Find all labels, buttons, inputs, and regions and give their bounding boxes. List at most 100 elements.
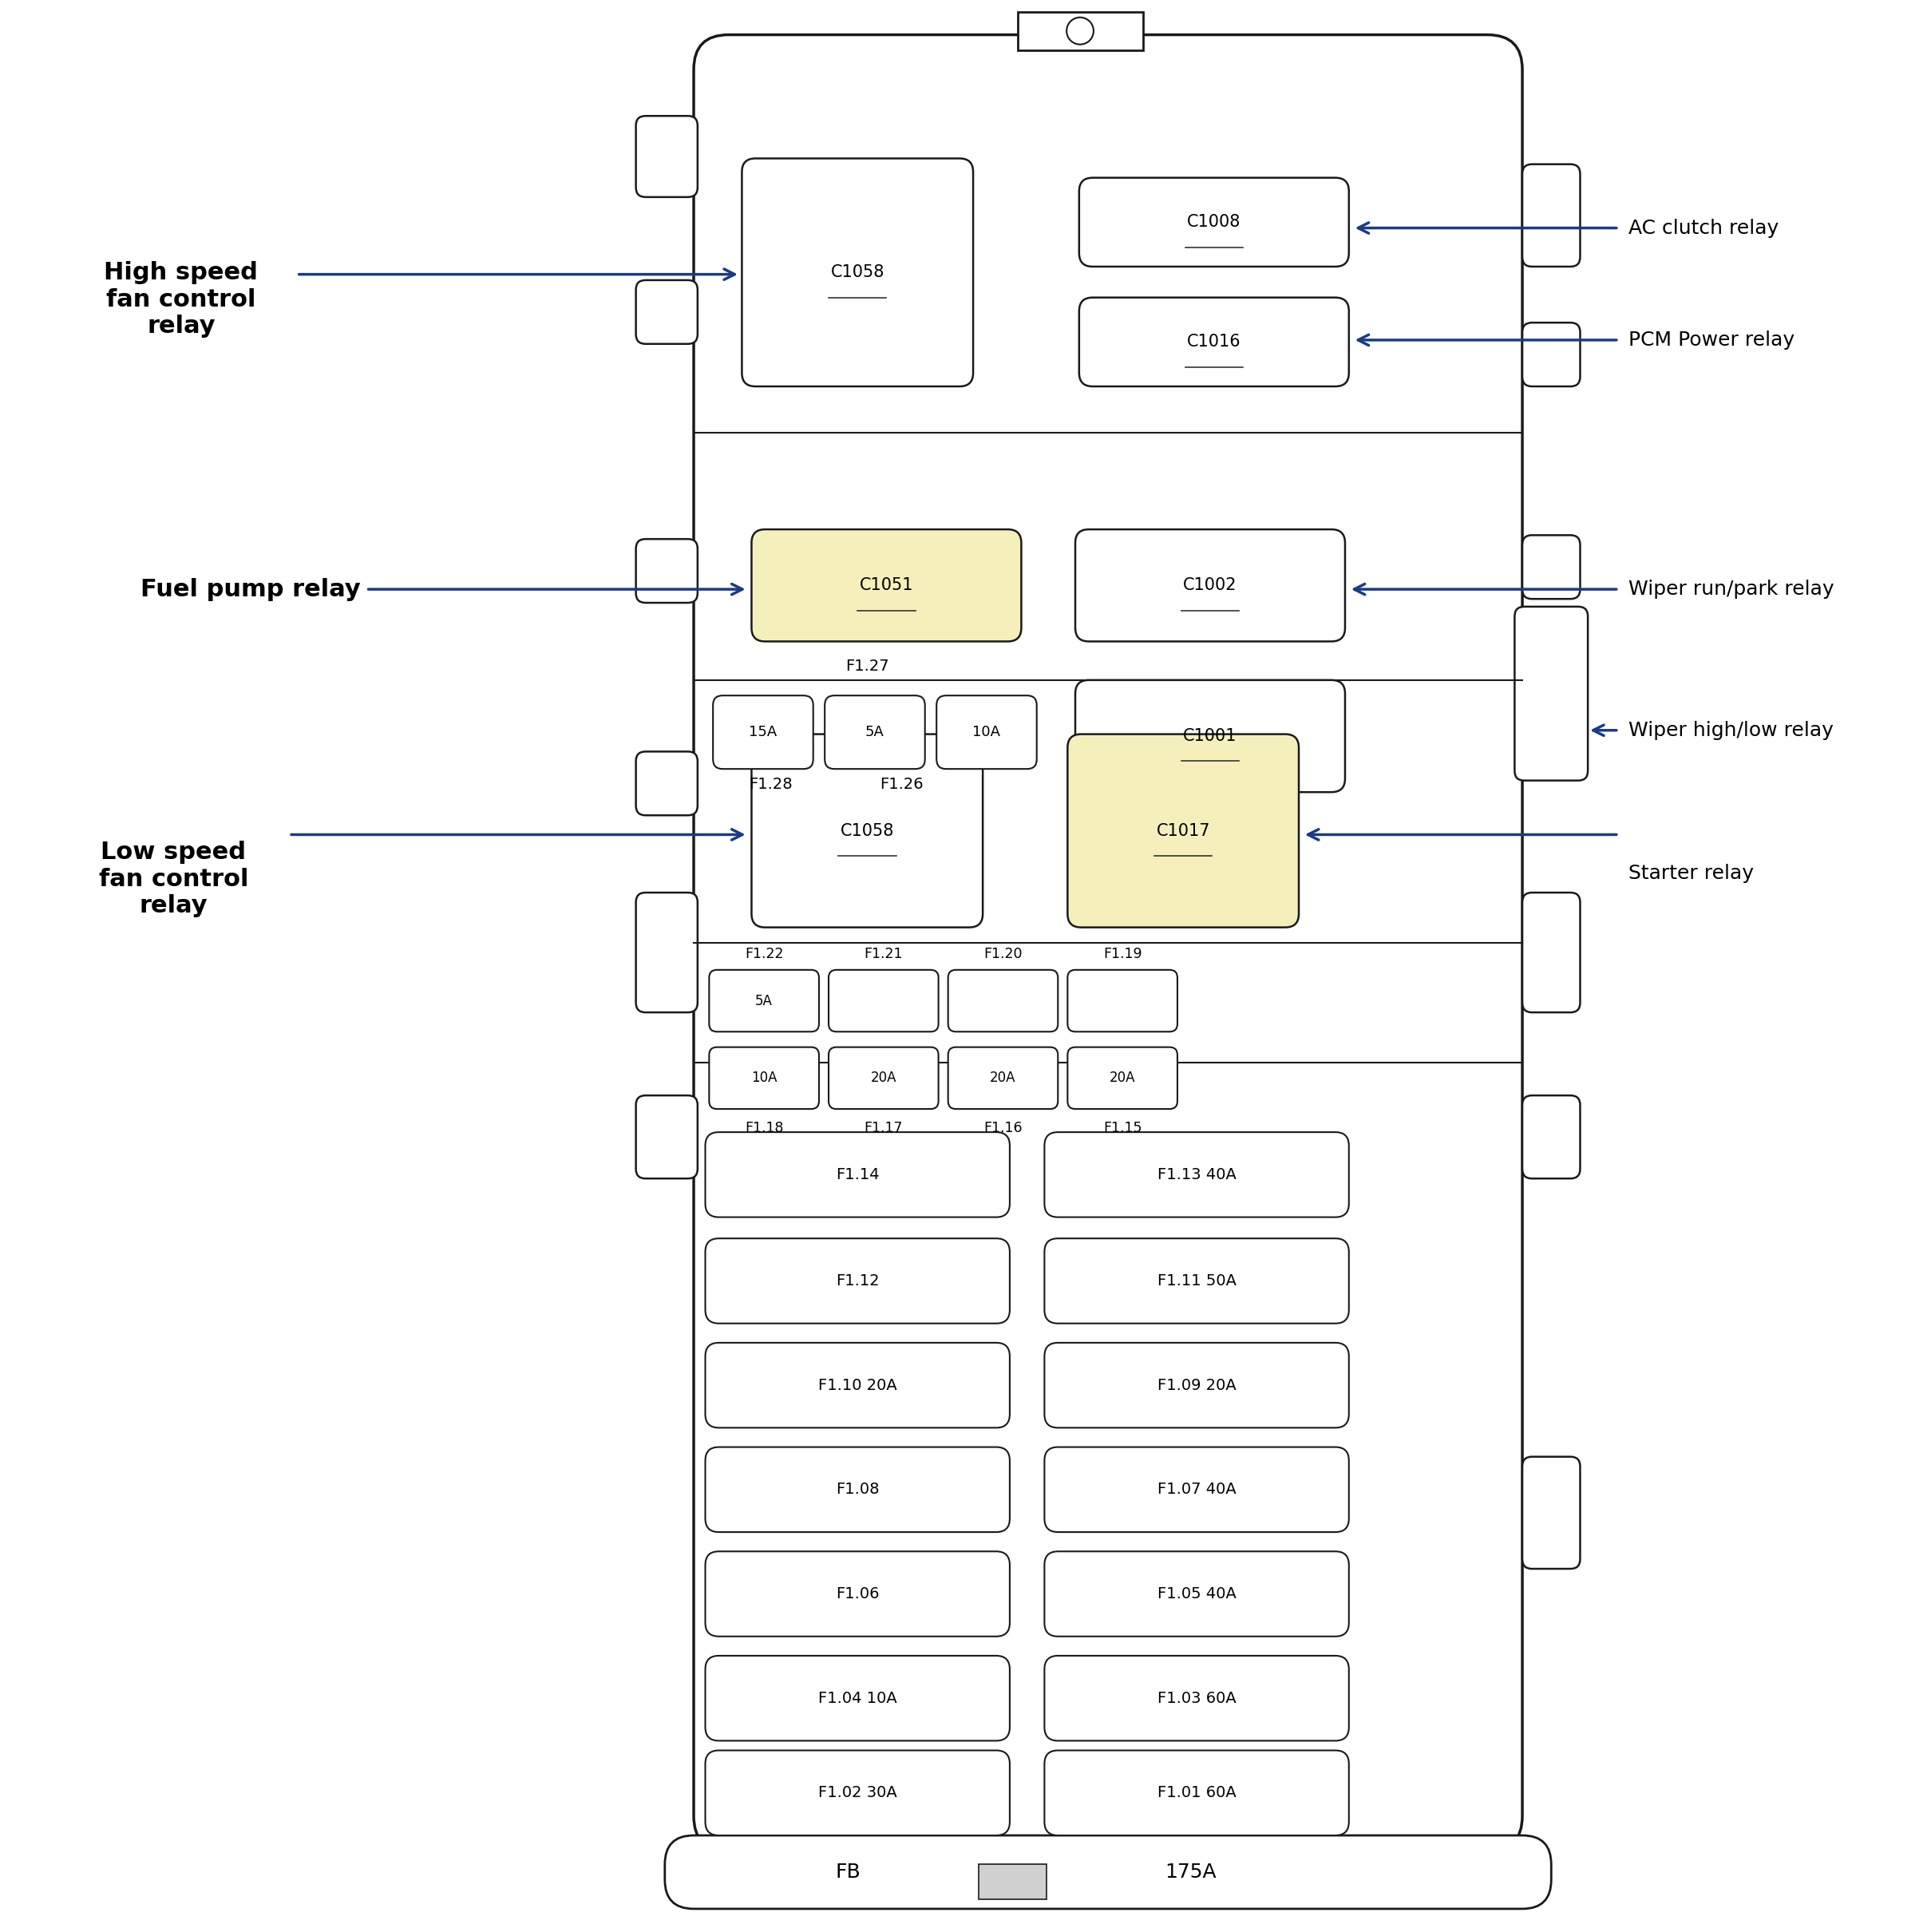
FancyBboxPatch shape bbox=[1044, 1656, 1349, 1741]
FancyBboxPatch shape bbox=[948, 1047, 1058, 1109]
FancyBboxPatch shape bbox=[1522, 1457, 1580, 1569]
FancyBboxPatch shape bbox=[713, 696, 813, 769]
Text: F1.06: F1.06 bbox=[836, 1586, 879, 1602]
Text: C1008: C1008 bbox=[1187, 214, 1241, 230]
Text: 10A: 10A bbox=[752, 1070, 777, 1086]
Text: Wiper run/park relay: Wiper run/park relay bbox=[1628, 580, 1835, 599]
FancyBboxPatch shape bbox=[636, 1095, 698, 1179]
Text: 10A: 10A bbox=[973, 724, 1000, 740]
FancyBboxPatch shape bbox=[1075, 680, 1345, 792]
Text: F1.05 40A: F1.05 40A bbox=[1158, 1586, 1235, 1602]
Text: F1.21: F1.21 bbox=[863, 947, 904, 962]
Text: 20A: 20A bbox=[990, 1070, 1016, 1086]
FancyBboxPatch shape bbox=[705, 1238, 1010, 1323]
FancyBboxPatch shape bbox=[709, 970, 819, 1032]
Text: C1058: C1058 bbox=[831, 265, 884, 280]
Bar bbox=[1017, 12, 1143, 50]
Text: F1.07 40A: F1.07 40A bbox=[1158, 1482, 1235, 1497]
FancyBboxPatch shape bbox=[705, 1343, 1010, 1428]
FancyBboxPatch shape bbox=[1068, 970, 1177, 1032]
Text: C1016: C1016 bbox=[1187, 334, 1241, 350]
Text: F1.18: F1.18 bbox=[744, 1121, 784, 1136]
FancyBboxPatch shape bbox=[636, 752, 698, 815]
Text: F1.04 10A: F1.04 10A bbox=[819, 1690, 896, 1706]
FancyBboxPatch shape bbox=[1079, 298, 1349, 386]
FancyBboxPatch shape bbox=[1522, 1095, 1580, 1179]
Text: F1.19: F1.19 bbox=[1102, 947, 1143, 962]
FancyBboxPatch shape bbox=[1068, 734, 1299, 927]
FancyBboxPatch shape bbox=[1044, 1132, 1349, 1217]
Text: 5A: 5A bbox=[865, 724, 884, 740]
Text: F1.03 60A: F1.03 60A bbox=[1158, 1690, 1235, 1706]
FancyBboxPatch shape bbox=[1515, 607, 1588, 781]
FancyBboxPatch shape bbox=[705, 1551, 1010, 1636]
FancyBboxPatch shape bbox=[1522, 164, 1580, 267]
FancyBboxPatch shape bbox=[705, 1132, 1010, 1217]
Text: 175A: 175A bbox=[1166, 1862, 1216, 1882]
FancyBboxPatch shape bbox=[1044, 1238, 1349, 1323]
FancyBboxPatch shape bbox=[665, 1835, 1551, 1909]
FancyBboxPatch shape bbox=[1044, 1750, 1349, 1835]
Text: F1.14: F1.14 bbox=[836, 1167, 879, 1182]
FancyBboxPatch shape bbox=[1522, 535, 1580, 599]
FancyBboxPatch shape bbox=[694, 35, 1522, 1851]
FancyBboxPatch shape bbox=[1079, 178, 1349, 267]
Text: C1002: C1002 bbox=[1183, 578, 1237, 593]
Text: FB: FB bbox=[834, 1862, 861, 1882]
Text: F1.27: F1.27 bbox=[846, 659, 888, 674]
FancyBboxPatch shape bbox=[1044, 1447, 1349, 1532]
FancyBboxPatch shape bbox=[636, 280, 698, 344]
Text: High speed
fan control
relay: High speed fan control relay bbox=[104, 261, 258, 338]
Bar bbox=[979, 1864, 1046, 1899]
Text: F1.26: F1.26 bbox=[881, 777, 923, 792]
FancyBboxPatch shape bbox=[752, 529, 1021, 641]
Text: F1.13 40A: F1.13 40A bbox=[1158, 1167, 1235, 1182]
FancyBboxPatch shape bbox=[1044, 1343, 1349, 1428]
FancyBboxPatch shape bbox=[1044, 1551, 1349, 1636]
Text: F1.08: F1.08 bbox=[836, 1482, 879, 1497]
FancyBboxPatch shape bbox=[636, 116, 698, 197]
Text: Wiper high/low relay: Wiper high/low relay bbox=[1628, 721, 1833, 740]
Text: F1.17: F1.17 bbox=[863, 1121, 904, 1136]
FancyBboxPatch shape bbox=[705, 1656, 1010, 1741]
Text: F1.10 20A: F1.10 20A bbox=[819, 1378, 896, 1393]
Text: F1.20: F1.20 bbox=[983, 947, 1023, 962]
Text: C1058: C1058 bbox=[840, 823, 894, 838]
Text: F1.12: F1.12 bbox=[836, 1273, 879, 1289]
FancyBboxPatch shape bbox=[636, 539, 698, 603]
Text: Fuel pump relay: Fuel pump relay bbox=[141, 578, 360, 601]
Text: F1.16: F1.16 bbox=[983, 1121, 1023, 1136]
FancyBboxPatch shape bbox=[752, 734, 983, 927]
Text: 20A: 20A bbox=[871, 1070, 896, 1086]
Text: F1.11 50A: F1.11 50A bbox=[1156, 1273, 1237, 1289]
Text: PCM Power relay: PCM Power relay bbox=[1628, 330, 1794, 350]
FancyBboxPatch shape bbox=[636, 893, 698, 1012]
FancyBboxPatch shape bbox=[948, 970, 1058, 1032]
FancyBboxPatch shape bbox=[1075, 529, 1345, 641]
Text: F1.01 60A: F1.01 60A bbox=[1158, 1785, 1235, 1801]
FancyBboxPatch shape bbox=[1522, 893, 1580, 1012]
Text: F1.22: F1.22 bbox=[744, 947, 784, 962]
FancyBboxPatch shape bbox=[705, 1447, 1010, 1532]
Text: F1.15: F1.15 bbox=[1102, 1121, 1143, 1136]
Text: Low speed
fan control
relay: Low speed fan control relay bbox=[98, 840, 249, 918]
Text: F1.09 20A: F1.09 20A bbox=[1158, 1378, 1235, 1393]
FancyBboxPatch shape bbox=[742, 158, 973, 386]
FancyBboxPatch shape bbox=[1068, 1047, 1177, 1109]
FancyBboxPatch shape bbox=[829, 1047, 938, 1109]
FancyBboxPatch shape bbox=[825, 696, 925, 769]
Text: F1.02 30A: F1.02 30A bbox=[819, 1785, 896, 1801]
FancyBboxPatch shape bbox=[705, 1750, 1010, 1835]
Text: 20A: 20A bbox=[1110, 1070, 1135, 1086]
Text: Starter relay: Starter relay bbox=[1628, 864, 1754, 883]
Text: F1.28: F1.28 bbox=[750, 777, 792, 792]
FancyBboxPatch shape bbox=[937, 696, 1037, 769]
Text: 5A: 5A bbox=[755, 993, 773, 1009]
FancyBboxPatch shape bbox=[709, 1047, 819, 1109]
Text: C1017: C1017 bbox=[1156, 823, 1210, 838]
FancyBboxPatch shape bbox=[1522, 323, 1580, 386]
Text: C1001: C1001 bbox=[1183, 728, 1237, 744]
FancyBboxPatch shape bbox=[829, 970, 938, 1032]
Text: 15A: 15A bbox=[750, 724, 777, 740]
Text: AC clutch relay: AC clutch relay bbox=[1628, 218, 1779, 238]
